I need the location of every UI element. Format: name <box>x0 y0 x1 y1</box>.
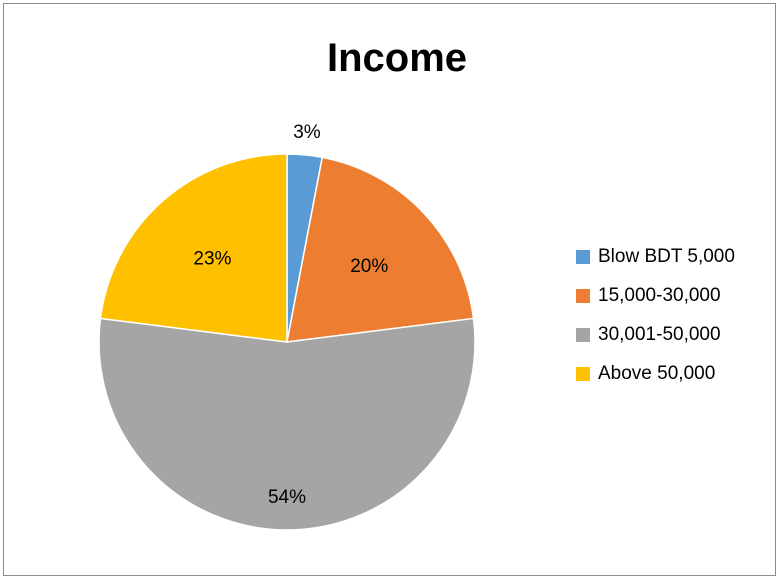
legend: Blow BDT 5,000 15,000-30,000 30,001-50,0… <box>576 246 735 404</box>
chart-title: Income <box>326 36 468 80</box>
legend-label: 30,001-50,000 <box>598 324 721 345</box>
legend-swatch <box>576 328 590 342</box>
pie-slice <box>99 153 288 343</box>
legend-swatch <box>576 289 590 303</box>
data-label: 20% <box>350 256 388 277</box>
legend-item-blow-bdt-5000: Blow BDT 5,000 <box>576 246 735 267</box>
data-label: 3% <box>293 122 321 143</box>
legend-label: Blow BDT 5,000 <box>598 246 735 267</box>
legend-label: 15,000-30,000 <box>598 285 721 306</box>
pie-slice <box>98 317 476 531</box>
data-label: 23% <box>193 248 231 269</box>
legend-item-15000-30000: 15,000-30,000 <box>576 285 735 306</box>
legend-swatch <box>576 367 590 381</box>
pie-slice <box>286 156 475 343</box>
data-label: 54% <box>268 487 306 508</box>
legend-swatch <box>576 250 590 264</box>
legend-item-above-50000: Above 50,000 <box>576 363 735 384</box>
legend-label: Above 50,000 <box>598 363 716 384</box>
legend-item-30001-50000: 30,001-50,000 <box>576 324 735 345</box>
